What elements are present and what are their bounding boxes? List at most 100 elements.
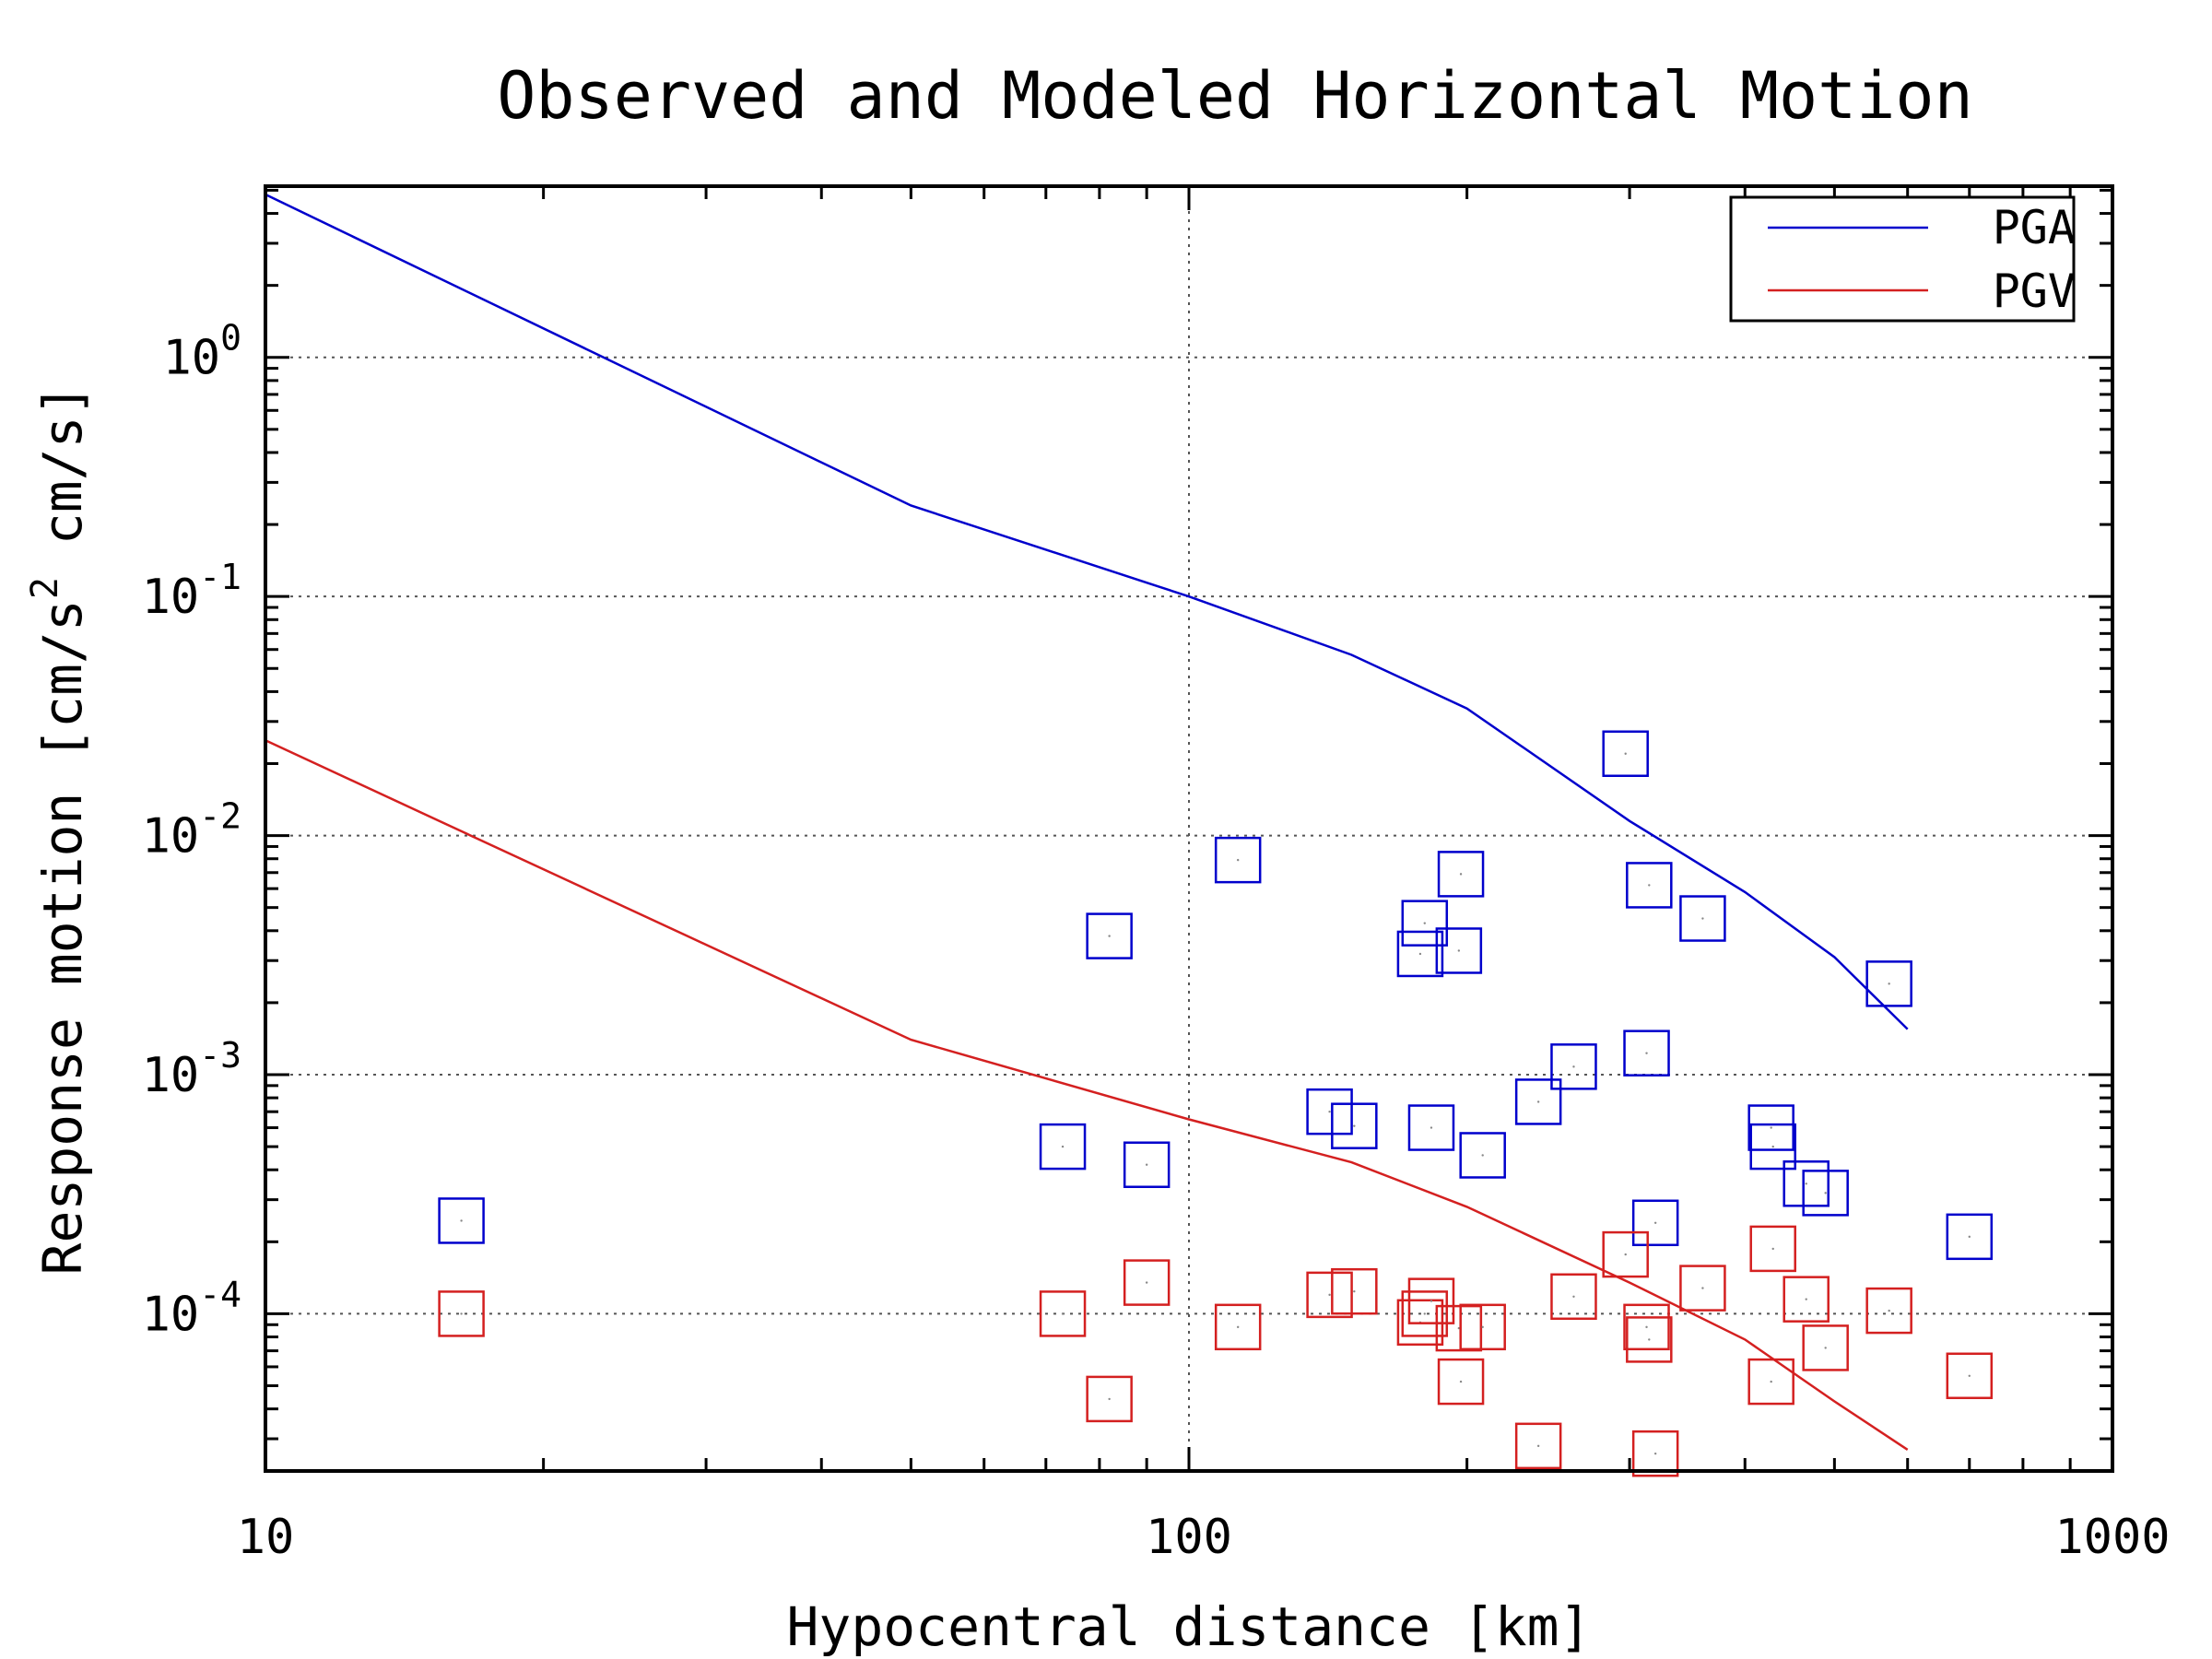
series-line-pgv	[265, 739, 1909, 1451]
data-point-marker	[1946, 1352, 1994, 1400]
data-point-dot	[1648, 884, 1651, 887]
y-tick-label: 10-1	[142, 557, 241, 625]
data-point-dot	[1061, 1312, 1065, 1315]
data-point-dot	[1430, 1126, 1433, 1129]
data-point-dot	[1770, 1126, 1772, 1129]
data-point-dot	[1648, 1338, 1651, 1341]
data-point-dot	[1824, 1347, 1827, 1349]
y-tick-base: 10	[142, 809, 200, 865]
y-axis-label-exponent: 2	[24, 577, 66, 599]
data-point-dot	[460, 1312, 463, 1315]
data-point-marker	[1946, 1213, 1994, 1261]
data-point-marker	[1459, 1132, 1506, 1179]
data-point-dot	[1968, 1235, 1971, 1239]
data-point-dot	[1888, 1309, 1890, 1312]
data-point-marker	[1039, 1123, 1087, 1171]
data-point-dot	[1653, 1452, 1657, 1455]
data-point-marker	[1435, 1304, 1483, 1352]
data-point-marker	[1602, 1230, 1649, 1278]
data-point-marker	[1123, 1259, 1171, 1306]
data-point-marker	[1407, 1277, 1455, 1324]
data-point-marker	[1435, 927, 1483, 974]
data-point-marker	[1626, 862, 1673, 909]
y-tick-label: 10-4	[142, 1274, 241, 1342]
data-point-marker	[1214, 1303, 1262, 1351]
y-tick-label: 100	[162, 318, 241, 386]
data-point-dot	[1701, 1287, 1704, 1289]
y-tick-exponent: -1	[199, 557, 241, 597]
data-point-dot	[1418, 952, 1422, 956]
data-point-marker	[1623, 1030, 1670, 1077]
data-point-dot	[1572, 1065, 1575, 1068]
data-point-dot	[1572, 1295, 1575, 1298]
data-point-marker	[1783, 1276, 1830, 1323]
legend-box	[1729, 195, 2076, 323]
y-tick-exponent: -4	[199, 1274, 241, 1314]
data-point-marker	[1459, 1303, 1506, 1351]
data-point-marker	[1631, 1430, 1679, 1477]
x-tick-label: 1000	[2054, 1510, 2170, 1565]
data-point-marker	[1679, 1265, 1726, 1312]
data-point-dot	[1645, 1052, 1648, 1054]
data-point-dot	[1968, 1374, 1971, 1377]
x-axis-label: Hypocentral distance [km]	[787, 1595, 1592, 1658]
x-tick-label: 10	[237, 1510, 295, 1565]
data-point-dot	[1145, 1163, 1148, 1166]
data-point-marker	[1802, 1324, 1849, 1371]
data-point-dot	[1145, 1281, 1148, 1284]
data-point-marker	[1039, 1290, 1087, 1337]
data-point-dot	[1236, 858, 1240, 862]
data-point-dot	[1457, 949, 1461, 952]
data-point-dot	[1328, 1110, 1331, 1113]
data-point-marker	[1550, 1273, 1597, 1321]
data-point-dot	[1481, 1154, 1484, 1157]
y-tick-base: 10	[142, 1048, 200, 1103]
data-point-marker	[1331, 1102, 1378, 1149]
data-point-marker	[1086, 912, 1133, 959]
data-point-dot	[1108, 1397, 1111, 1401]
grid	[265, 186, 2112, 1471]
data-point-dot	[1423, 922, 1426, 924]
data-point-dot	[1701, 917, 1704, 920]
y-axis-label-main: Response motion [cm/s	[31, 599, 94, 1275]
data-point-marker	[1437, 1358, 1485, 1406]
x-tick-label: 100	[1146, 1510, 1232, 1565]
chart-title: Observed and Modeled Horizontal Motion	[497, 58, 1972, 134]
y-axis-label: Response motion [cm/s2 cm/s]	[24, 384, 94, 1276]
data-point-marker	[1396, 930, 1444, 978]
data-point-marker	[1631, 1199, 1679, 1247]
data-point-dot	[1771, 1247, 1774, 1251]
data-point-dot	[1353, 1124, 1356, 1127]
data-point-dot	[1805, 1182, 1807, 1185]
data-point-marker	[1783, 1160, 1830, 1207]
marker-group-3	[438, 1225, 1994, 1477]
data-point-marker	[1306, 1271, 1353, 1319]
data-point-marker	[1306, 1088, 1353, 1135]
data-point-marker	[1623, 1303, 1670, 1351]
data-point-marker	[1401, 1290, 1449, 1337]
data-point-marker	[1123, 1141, 1171, 1188]
plot-area	[265, 193, 1994, 1477]
data-point-marker	[1514, 1078, 1562, 1125]
data-point-marker	[1679, 895, 1726, 942]
legend: PGA PGV	[1729, 195, 2076, 323]
data-point-dot	[1481, 1325, 1484, 1329]
data-point-marker	[1331, 1267, 1378, 1315]
data-point-dot	[1771, 1145, 1774, 1148]
data-point-marker	[1407, 1104, 1455, 1151]
data-point-dot	[1536, 1444, 1540, 1448]
data-point-dot	[1423, 1312, 1426, 1315]
y-tick-exponent: -2	[199, 796, 241, 837]
data-point-marker	[1514, 1422, 1562, 1470]
data-point-dot	[1536, 1100, 1540, 1103]
data-point-marker	[438, 1197, 485, 1244]
data-point-dot	[1824, 1192, 1827, 1194]
data-point-marker	[1802, 1170, 1849, 1217]
data-point-dot	[1108, 935, 1111, 937]
data-point-dot	[1770, 1380, 1772, 1383]
data-point-marker	[1550, 1043, 1597, 1090]
y-tick-base: 10	[142, 570, 200, 625]
data-point-dot	[1624, 1253, 1627, 1256]
